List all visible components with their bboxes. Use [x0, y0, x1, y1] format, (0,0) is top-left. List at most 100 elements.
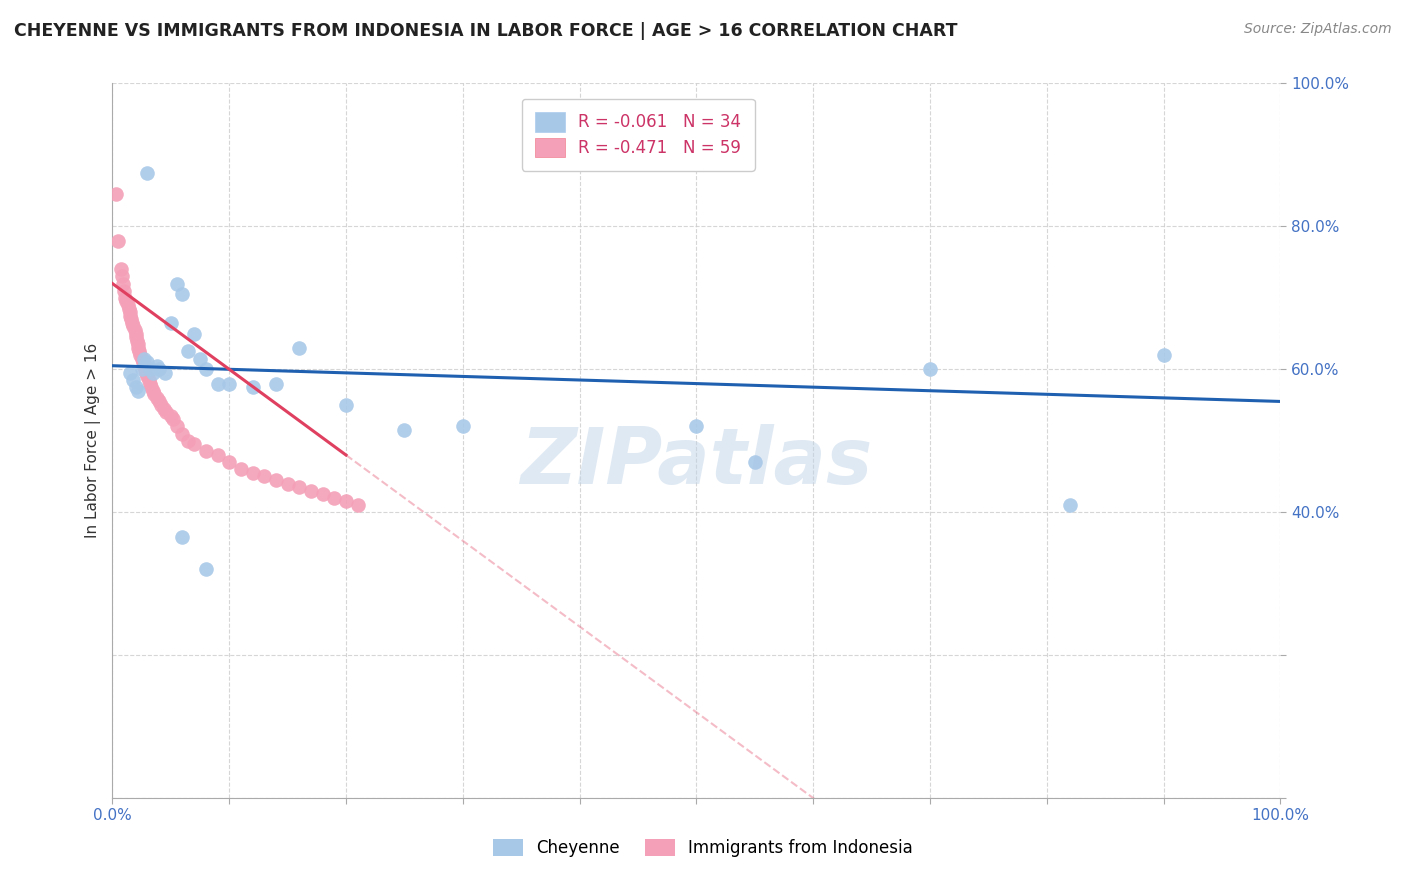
Point — [744, 455, 766, 469]
Point — [129, 348, 152, 362]
Point — [112, 284, 135, 298]
Point — [918, 362, 941, 376]
Point — [288, 341, 311, 355]
Point — [125, 380, 148, 394]
Point — [183, 326, 205, 341]
Point — [142, 384, 165, 398]
Point — [242, 380, 264, 394]
Point — [685, 419, 707, 434]
Point — [150, 398, 173, 412]
Point — [131, 362, 153, 376]
Point — [153, 401, 176, 416]
Point — [155, 405, 177, 419]
Point — [127, 337, 149, 351]
Point — [218, 376, 240, 391]
Point — [120, 312, 142, 326]
Point — [131, 351, 153, 366]
Point — [264, 473, 287, 487]
Point — [194, 444, 217, 458]
Point — [335, 494, 357, 508]
Point — [159, 316, 181, 330]
Point — [194, 562, 217, 576]
Point — [136, 166, 159, 180]
Point — [107, 234, 129, 248]
Point — [136, 369, 159, 384]
Point — [139, 380, 162, 394]
Point — [277, 476, 299, 491]
Point — [323, 491, 346, 505]
Point — [183, 437, 205, 451]
Point — [346, 498, 368, 512]
Point — [110, 262, 132, 277]
Point — [132, 359, 155, 373]
Point — [172, 426, 194, 441]
Point — [207, 448, 229, 462]
Point — [229, 462, 252, 476]
Point — [142, 366, 165, 380]
Text: Source: ZipAtlas.com: Source: ZipAtlas.com — [1244, 22, 1392, 37]
Point — [242, 466, 264, 480]
Point — [121, 316, 143, 330]
Point — [146, 359, 169, 373]
Point — [128, 344, 150, 359]
Point — [194, 362, 217, 376]
Point — [1153, 348, 1175, 362]
Point — [146, 391, 169, 405]
Point — [132, 351, 155, 366]
Point — [125, 330, 148, 344]
Point — [162, 412, 184, 426]
Point — [104, 187, 127, 202]
Point — [177, 344, 200, 359]
Point — [288, 480, 311, 494]
Point — [335, 398, 357, 412]
Point — [115, 294, 138, 309]
Point — [127, 384, 149, 398]
Point — [159, 409, 181, 423]
Legend: Cheyenne, Immigrants from Indonesia: Cheyenne, Immigrants from Indonesia — [485, 831, 921, 866]
Point — [111, 277, 134, 291]
Point — [138, 373, 160, 387]
Point — [166, 419, 188, 434]
Point — [299, 483, 322, 498]
Point — [118, 309, 141, 323]
Point — [143, 387, 166, 401]
Point — [127, 341, 149, 355]
Point — [118, 305, 141, 319]
Point — [134, 362, 156, 376]
Text: CHEYENNE VS IMMIGRANTS FROM INDONESIA IN LABOR FORCE | AGE > 16 CORRELATION CHAR: CHEYENNE VS IMMIGRANTS FROM INDONESIA IN… — [14, 22, 957, 40]
Point — [188, 351, 211, 366]
Point — [125, 334, 148, 348]
Point — [207, 376, 229, 391]
Point — [172, 287, 194, 301]
Y-axis label: In Labor Force | Age > 16: In Labor Force | Age > 16 — [86, 343, 101, 539]
Legend: R = -0.061   N = 34, R = -0.471   N = 59: R = -0.061 N = 34, R = -0.471 N = 59 — [522, 99, 755, 170]
Point — [139, 362, 162, 376]
Point — [135, 366, 157, 380]
Point — [218, 455, 240, 469]
Point — [122, 373, 145, 387]
Point — [394, 423, 416, 437]
Point — [148, 394, 170, 409]
Point — [264, 376, 287, 391]
Point — [124, 323, 146, 337]
Point — [118, 301, 141, 316]
Point — [125, 326, 148, 341]
Point — [148, 362, 170, 376]
Point — [166, 277, 188, 291]
Point — [311, 487, 333, 501]
Point — [139, 376, 162, 391]
Point — [177, 434, 200, 448]
Point — [172, 530, 194, 544]
Point — [253, 469, 276, 483]
Point — [118, 366, 141, 380]
Point — [451, 419, 474, 434]
Point — [136, 355, 159, 369]
Point — [1059, 498, 1081, 512]
Point — [117, 298, 139, 312]
Point — [153, 366, 176, 380]
Point — [122, 319, 145, 334]
Point — [132, 355, 155, 369]
Text: ZIPatlas: ZIPatlas — [520, 425, 873, 500]
Point — [114, 291, 136, 305]
Point — [111, 269, 134, 284]
